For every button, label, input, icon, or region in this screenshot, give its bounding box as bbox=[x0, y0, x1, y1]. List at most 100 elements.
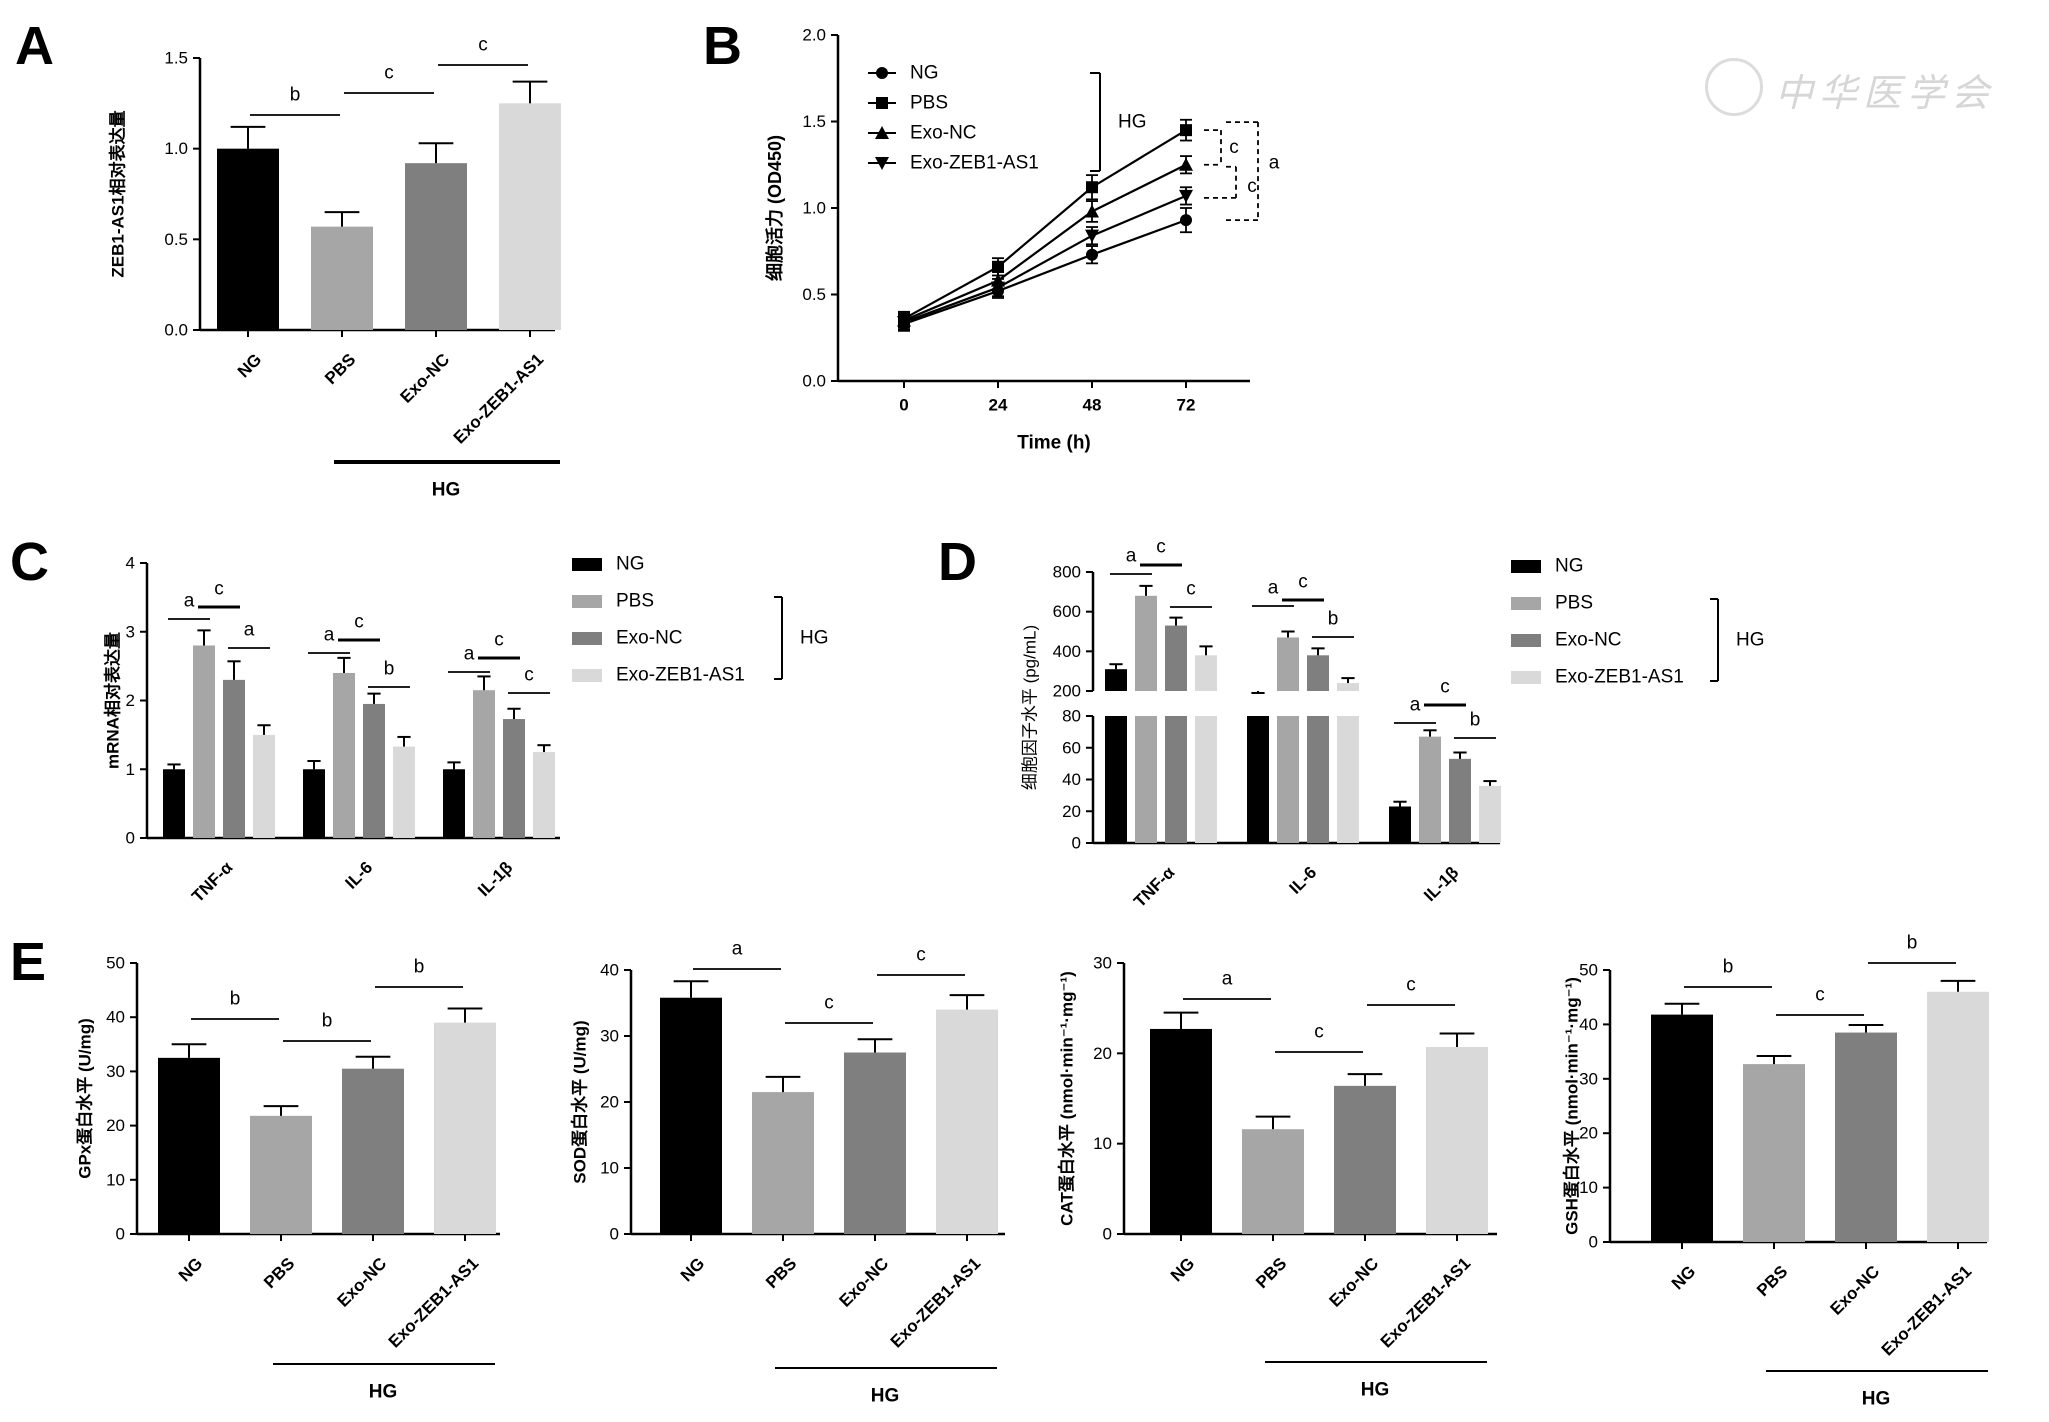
chart0-bar-pbs bbox=[311, 226, 373, 330]
chart3-legend-label: PBS bbox=[1555, 593, 1593, 614]
chart6-xtick-label: PBS bbox=[1252, 1254, 1290, 1292]
panel-label-d: D bbox=[938, 532, 977, 592]
chart5-bar-ng bbox=[660, 997, 722, 1234]
chart3-sig-label: c bbox=[1440, 677, 1450, 698]
chart1-series-exo-zeb1-as1-point bbox=[897, 316, 911, 330]
chart0-ytick-label: 0.5 bbox=[164, 230, 188, 249]
chart1-ytick-label: 0.5 bbox=[802, 285, 826, 304]
chart7-bar-pbs bbox=[1743, 1064, 1805, 1242]
chart7-xtick-label: Exo-NC bbox=[1826, 1262, 1883, 1319]
chart5-sig-label: c bbox=[824, 993, 834, 1014]
chart1-legend-marker-exo-zeb1-as1 bbox=[875, 157, 889, 170]
chart4-xtick-label: NG bbox=[175, 1254, 206, 1285]
chart3-legend-label: NG bbox=[1555, 556, 1584, 577]
chart2-sig-label: b bbox=[384, 659, 395, 680]
chart1-x-label: Time (h) bbox=[1017, 433, 1091, 454]
chart3-bar-il-1-exo-nc bbox=[1449, 758, 1471, 843]
chart1-series-ng-point bbox=[1086, 248, 1098, 261]
seal-icon bbox=[1705, 58, 1763, 116]
chart2-bar-tnf-exo-zeb1-as1 bbox=[253, 734, 275, 838]
chart3-ytick-label: 20 bbox=[1062, 802, 1081, 821]
chart1-ytick-label: 0.0 bbox=[802, 372, 826, 391]
chart0-bar-exo-nc bbox=[405, 163, 467, 330]
chart7-ytick-label: 50 bbox=[1579, 961, 1598, 980]
chart1-xtick-label: 0 bbox=[899, 396, 908, 415]
chart3-bar-tnf-exo-nc-upper bbox=[1165, 625, 1187, 691]
chart3-bar-il-1-pbs bbox=[1419, 736, 1441, 843]
chart3-legend-swatch-ng bbox=[1511, 560, 1541, 573]
chart4-bar-exo-zeb1-as1 bbox=[434, 1022, 496, 1234]
chart3-bar-il-6-pbs-upper bbox=[1277, 637, 1299, 691]
chart0-ytick-label: 1.0 bbox=[164, 139, 188, 158]
chart1-series-exo-nc-line bbox=[903, 163, 1187, 322]
chart3-sig-label: c bbox=[1156, 537, 1166, 558]
chart1-ytick-label: 1.0 bbox=[802, 199, 826, 218]
chart0-xtick-label: NG bbox=[234, 350, 265, 381]
chart5-ytick-label: 20 bbox=[600, 1093, 619, 1112]
chart2-xtick-label: TNF-α bbox=[188, 858, 237, 907]
chart0-sig-label: b bbox=[290, 85, 301, 106]
chart1-legend-marker-pbs bbox=[876, 97, 888, 109]
chart3-xtick-label: TNF-α bbox=[1130, 863, 1179, 912]
chart2-bar-il-1-exo-nc bbox=[503, 719, 525, 838]
chart1-series-ng-line bbox=[903, 219, 1187, 325]
chart1-legend-marker-exo-nc bbox=[875, 126, 889, 139]
chart4-hg-label: HG bbox=[369, 1382, 398, 1403]
chart3-bar-tnf-ng-upper bbox=[1105, 669, 1127, 691]
chart1-series-exo-nc-point bbox=[1085, 204, 1099, 218]
chart5-sig-label: a bbox=[732, 939, 743, 960]
chart1-sig-label: c bbox=[1229, 137, 1239, 158]
chart2-legend-label: NG bbox=[616, 554, 645, 575]
chart6-xtick-label: NG bbox=[1167, 1254, 1198, 1285]
chart3-bar-il-6-exo-zeb1-as1-lower bbox=[1337, 716, 1359, 843]
chart2-ytick-label: 3 bbox=[126, 622, 135, 641]
chart5-xtick-label: Exo-NC bbox=[835, 1254, 892, 1311]
watermark-text: 中华医学会 bbox=[1775, 71, 1996, 115]
chart4-sig-label: b bbox=[414, 957, 425, 978]
chart1-series-pbs-point bbox=[1086, 181, 1098, 194]
panel-label-b: B bbox=[703, 16, 742, 76]
chart4-ytick-label: 30 bbox=[106, 1062, 125, 1081]
chart1-series-pbs-point bbox=[992, 260, 1004, 273]
chart2-sig-label: a bbox=[244, 620, 255, 641]
chart0-hg-label: HG bbox=[432, 480, 461, 501]
chart6-xtick-label: Exo-ZEB1-AS1 bbox=[1377, 1254, 1475, 1352]
chart7-bar-exo-zeb1-as1 bbox=[1927, 991, 1989, 1242]
chart7-hg-label: HG bbox=[1862, 1389, 1891, 1410]
chart0-sig-label: c bbox=[384, 63, 394, 84]
chart5-bar-exo-zeb1-as1 bbox=[936, 1009, 998, 1234]
chart2-legend-hg: HG bbox=[800, 628, 829, 649]
chart5-y-label: SOD蛋白水平 (U/mg) bbox=[570, 1020, 590, 1183]
chart3-ytick-label: 40 bbox=[1062, 770, 1081, 789]
chart3-bar-il-1-ng bbox=[1389, 806, 1411, 843]
chart3-legend-hg: HG bbox=[1736, 630, 1765, 651]
chart2-legend-swatch-pbs bbox=[572, 595, 602, 608]
chart5-ytick-label: 30 bbox=[600, 1027, 619, 1046]
chart7-bar-ng bbox=[1651, 1014, 1713, 1242]
chart3-xtick-label: IL-1β bbox=[1420, 863, 1462, 905]
chart3-bar-tnf-ng-lower bbox=[1105, 716, 1127, 843]
chart2-ytick-label: 4 bbox=[126, 554, 135, 573]
chart2-bar-il-1-pbs bbox=[473, 690, 495, 838]
chart2-bar-tnf-exo-nc bbox=[223, 679, 245, 838]
chart1-legend-label: Exo-ZEB1-AS1 bbox=[910, 153, 1039, 174]
chart1-legend-marker-ng bbox=[876, 67, 888, 79]
chart0-bar-ng bbox=[217, 148, 279, 330]
chart3-bar-tnf-pbs-lower bbox=[1135, 716, 1157, 843]
chart7-sig-label: b bbox=[1723, 957, 1734, 978]
chart7-xtick-label: Exo-ZEB1-AS1 bbox=[1878, 1262, 1976, 1360]
chart3-ytick-label: 400 bbox=[1053, 642, 1081, 661]
chart6-ytick-label: 20 bbox=[1093, 1044, 1112, 1063]
chart3-y-label: 细胞因子水平 (pg/mL) bbox=[1021, 625, 1040, 790]
chart0-xtick-label: Exo-ZEB1-AS1 bbox=[450, 350, 548, 448]
chart1-xtick-label: 48 bbox=[1083, 396, 1102, 415]
chart3-bar-il-6-exo-zeb1-as1-upper bbox=[1337, 683, 1359, 691]
chart6-bar-ng bbox=[1150, 1028, 1212, 1234]
chart3-xtick-label: IL-6 bbox=[1285, 863, 1320, 898]
chart0-ytick-label: 0.0 bbox=[164, 321, 188, 340]
chart7-xtick-label: PBS bbox=[1753, 1262, 1791, 1300]
chart7-y-label: GSH蛋白水平 (nmol·min⁻¹·mg⁻¹) bbox=[1562, 977, 1582, 1235]
chart5-xtick-label: NG bbox=[677, 1254, 708, 1285]
chart2-bar-il-1-ng bbox=[443, 769, 465, 838]
